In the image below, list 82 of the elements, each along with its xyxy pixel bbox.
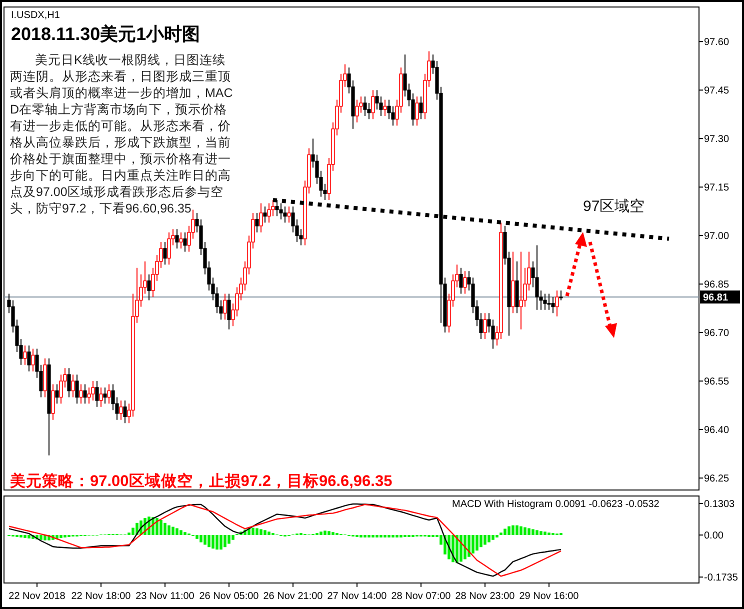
bar <box>268 532 270 536</box>
bar <box>464 535 466 560</box>
y-tick-label: 97.30 <box>704 134 730 146</box>
bar <box>252 528 254 536</box>
bar <box>512 525 514 536</box>
bar <box>480 535 482 548</box>
bar <box>216 535 218 550</box>
chart-subtitle: I.USDX,H1 <box>11 10 60 21</box>
bar <box>532 529 534 536</box>
y-tick-label: 96.70 <box>704 328 730 340</box>
bar <box>228 535 230 544</box>
x-tick-label: 22 Nov 2018 <box>8 591 66 602</box>
bar <box>524 527 526 536</box>
bar <box>196 535 198 539</box>
bar <box>156 518 158 536</box>
bar <box>168 525 170 536</box>
bar <box>516 525 518 536</box>
y-tick-label: 0.1303 <box>704 498 736 510</box>
bar <box>508 526 510 536</box>
bar <box>260 529 262 536</box>
bar <box>172 526 174 536</box>
bar <box>220 535 222 550</box>
bar <box>200 535 202 542</box>
y-tick-label: 97.15 <box>704 182 730 194</box>
bar <box>40 535 42 540</box>
y-tick-label: 97.00 <box>704 231 730 242</box>
bar <box>224 535 226 548</box>
bar <box>500 532 502 536</box>
bar <box>536 530 538 536</box>
ref-line-label: 96.81 <box>703 292 728 304</box>
bar <box>180 530 182 536</box>
x-tick-label: 22 Nov 18:00 <box>71 591 132 602</box>
x-tick-label: 23 Nov 11:00 <box>136 591 195 602</box>
bar <box>504 528 506 536</box>
bar <box>476 535 478 551</box>
y-tick-label: 96.40 <box>704 425 730 436</box>
bar <box>332 532 334 536</box>
bar <box>176 528 178 536</box>
bar <box>28 535 30 538</box>
x-tick-label: 29 Nov 16:00 <box>519 591 580 602</box>
bar <box>468 535 470 557</box>
annotation: 97区域空 <box>583 198 645 215</box>
y-tick-label: 97.60 <box>704 37 730 48</box>
bar <box>472 535 474 554</box>
x-tick-label: 28 Nov 23:00 <box>455 591 516 602</box>
y-tick-label: 97.45 <box>704 86 730 97</box>
bar <box>208 535 210 548</box>
bar <box>544 532 546 536</box>
y-tick-label: 96.25 <box>704 474 730 485</box>
text: 2018.11.30美元1小时图 <box>11 24 200 44</box>
bar <box>328 531 330 536</box>
bar <box>488 535 490 542</box>
bar <box>232 535 234 540</box>
y-tick-label: 96.55 <box>704 376 730 388</box>
bar <box>160 520 162 536</box>
bar <box>484 535 486 545</box>
x-tick-label: 28 Nov 07:00 <box>391 591 452 602</box>
bar <box>184 532 186 536</box>
bar <box>320 532 322 536</box>
y-tick-label: 96.85 <box>704 280 730 291</box>
annotation: 美元策略：97.00区域做空，止损97.2，目标96.6,96.35 <box>9 471 393 490</box>
bar <box>256 528 258 536</box>
bar <box>528 528 530 536</box>
bar <box>460 535 462 562</box>
bar <box>324 530 326 536</box>
bar <box>204 535 206 545</box>
bar <box>212 535 214 549</box>
x-tick-label: 26 Nov 21:00 <box>263 591 324 602</box>
bar <box>540 531 542 536</box>
chart-title: MACD With Histogram 0.0091 -0.0623 -0.0532 <box>452 499 660 510</box>
bar <box>520 526 522 536</box>
x-tick-label: 26 Nov 05:00 <box>199 591 260 602</box>
bar <box>548 532 550 536</box>
bar <box>60 535 62 538</box>
bar <box>264 530 266 536</box>
y-tick-label: 0.00 <box>704 530 724 542</box>
x-tick-label: 27 Nov 14:00 <box>327 591 388 602</box>
bar <box>164 522 166 536</box>
y-tick-label: -0.1735 <box>704 572 738 584</box>
text: 美元日K线收一根阴线，日图连续两连阴。从形态来看，日图形成三重顶或者头肩顶的概率进一步的增加，MACD在零轴上方背离市场向下，预示价格有进一步走低的可能。从形态来看，价格从高位暴跌后，形成下跌旗型，当前价格处于旗面整理中，预示价格有进一步向下的可能。日内重点关注昨日的高点及97.00区域形成看跌形态后参与空头，防守97.2，下看96.60,96.35 <box>10 53 233 216</box>
bar <box>24 535 26 538</box>
bar <box>492 535 494 540</box>
